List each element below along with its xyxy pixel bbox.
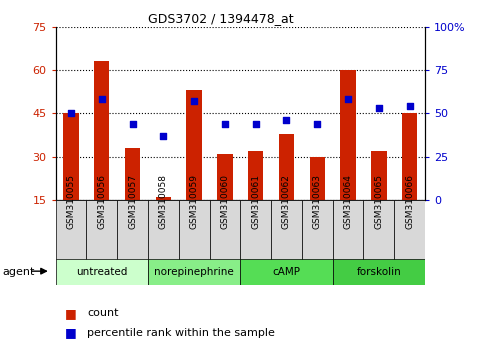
Bar	[394, 200, 425, 260]
Text: ■: ■	[65, 307, 77, 320]
Bar	[217, 154, 233, 200]
Bar	[333, 200, 364, 260]
Bar	[94, 61, 110, 200]
Bar	[341, 70, 356, 200]
Bar	[186, 90, 202, 200]
Bar	[302, 200, 333, 260]
Bar	[148, 259, 241, 285]
Bar	[56, 259, 148, 285]
Text: GSM310061: GSM310061	[251, 174, 260, 229]
Bar	[310, 156, 325, 200]
Text: agent: agent	[2, 267, 35, 277]
Bar	[240, 200, 271, 260]
Point	[128, 121, 136, 126]
Point	[375, 105, 383, 111]
Bar	[179, 200, 210, 260]
Text: GSM310058: GSM310058	[159, 174, 168, 229]
Point	[344, 97, 352, 102]
Bar	[402, 113, 417, 200]
Bar	[56, 200, 86, 260]
Text: GSM310064: GSM310064	[343, 174, 353, 229]
Point	[159, 133, 167, 139]
Bar	[240, 259, 333, 285]
Bar	[271, 200, 302, 260]
Bar	[156, 197, 171, 200]
Text: GSM310065: GSM310065	[374, 174, 384, 229]
Point	[190, 98, 198, 104]
Text: GSM310057: GSM310057	[128, 174, 137, 229]
Text: GSM310056: GSM310056	[97, 174, 106, 229]
Point	[283, 118, 290, 123]
Text: GSM310060: GSM310060	[220, 174, 229, 229]
Bar	[86, 200, 117, 260]
Bar	[117, 200, 148, 260]
Bar	[364, 200, 394, 260]
Bar	[63, 113, 79, 200]
Text: ■: ■	[65, 326, 77, 339]
Point	[98, 97, 106, 102]
Text: GSM310055: GSM310055	[67, 174, 75, 229]
Text: cAMP: cAMP	[272, 267, 300, 277]
Text: GSM310063: GSM310063	[313, 174, 322, 229]
Text: percentile rank within the sample: percentile rank within the sample	[87, 328, 275, 338]
Bar	[210, 200, 240, 260]
Point	[252, 121, 259, 126]
Bar	[279, 133, 294, 200]
Text: forskolin: forskolin	[356, 267, 401, 277]
Text: count: count	[87, 308, 118, 318]
Point	[406, 103, 413, 109]
Text: untreated: untreated	[76, 267, 128, 277]
Text: GSM310059: GSM310059	[190, 174, 199, 229]
Text: GSM310062: GSM310062	[282, 174, 291, 229]
Point	[313, 121, 321, 126]
Bar	[148, 200, 179, 260]
Bar	[333, 259, 425, 285]
Point	[221, 121, 229, 126]
Text: norepinephrine: norepinephrine	[154, 267, 234, 277]
Text: GSM310066: GSM310066	[405, 174, 414, 229]
Bar	[248, 151, 263, 200]
Text: GDS3702 / 1394478_at: GDS3702 / 1394478_at	[148, 12, 294, 25]
Bar	[125, 148, 140, 200]
Bar	[371, 151, 386, 200]
Point	[67, 110, 75, 116]
